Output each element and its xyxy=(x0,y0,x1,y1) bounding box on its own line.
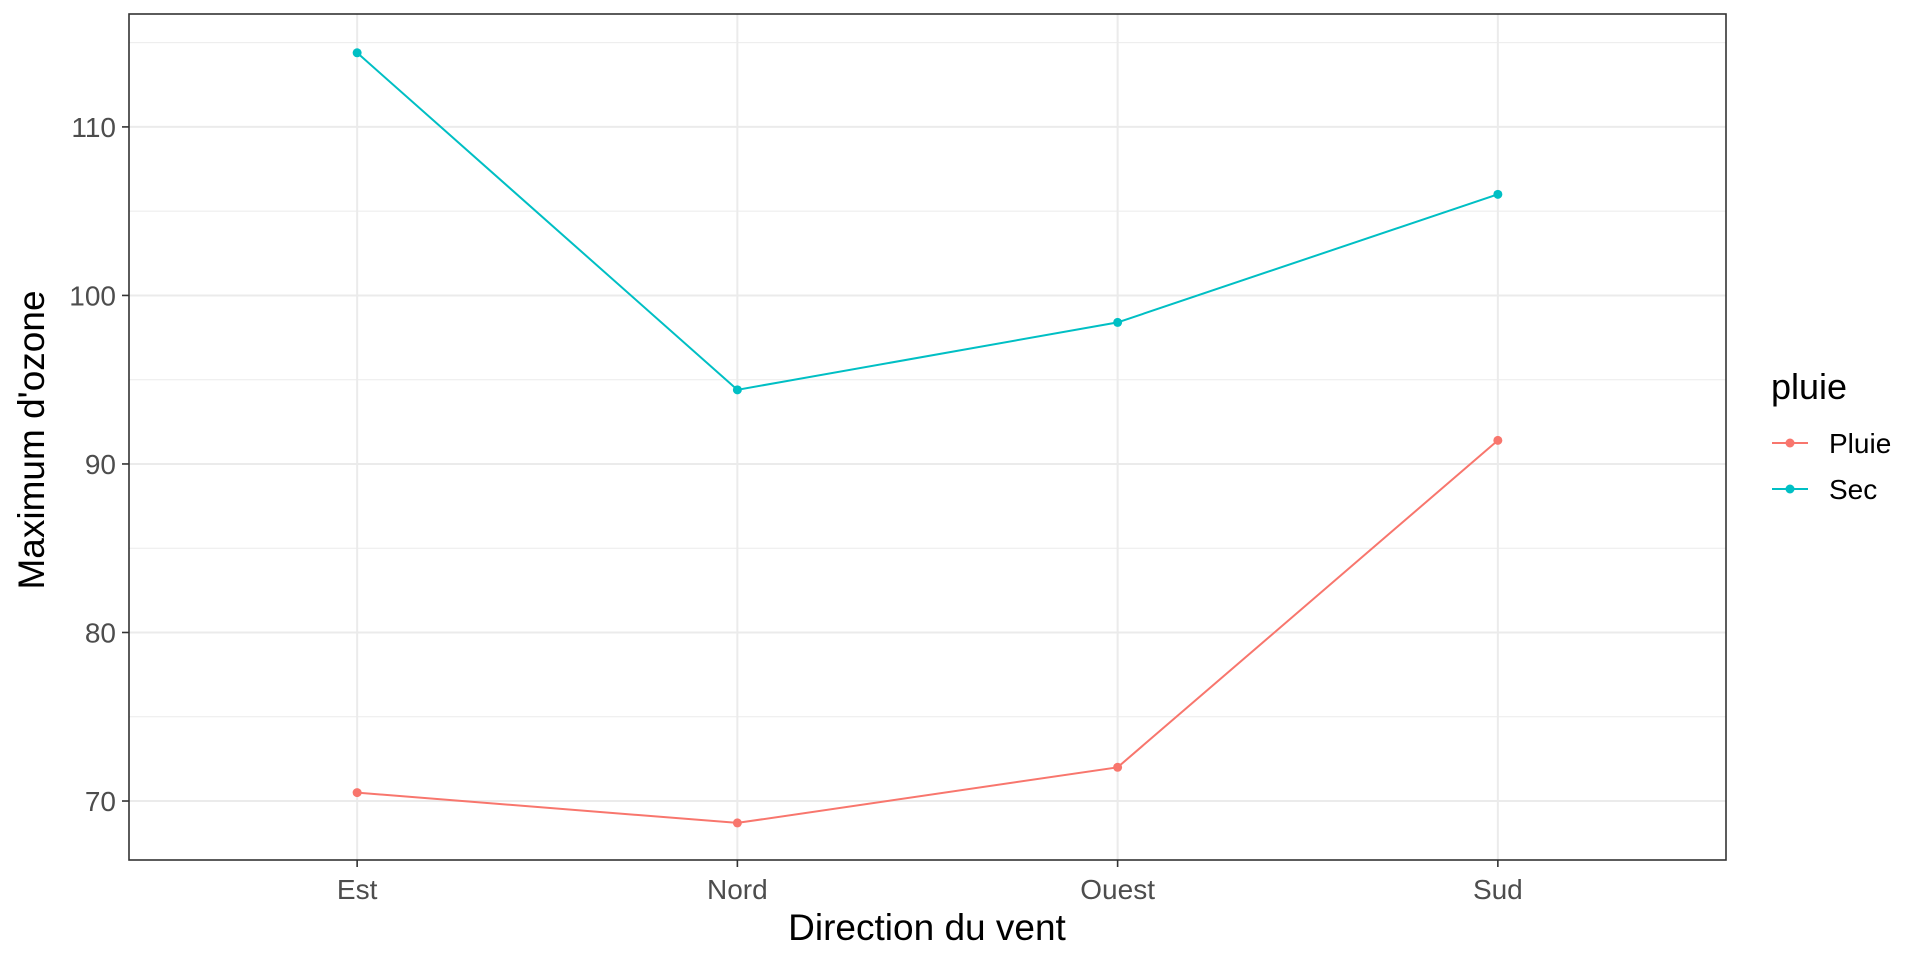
y-tick-label: 110 xyxy=(71,112,116,143)
y-axis-title: Maximum d'ozone xyxy=(11,290,52,589)
data-point-pluie xyxy=(1113,762,1123,772)
legend-item-sec: Sec xyxy=(1772,474,1877,505)
y-tick-label: 80 xyxy=(85,617,116,648)
legend-title: pluie xyxy=(1771,366,1847,407)
data-point-pluie xyxy=(732,818,742,828)
legend-key-point xyxy=(1785,438,1795,448)
x-tick-label: Est xyxy=(337,874,378,905)
series-layer xyxy=(352,48,1503,828)
legend-key-point xyxy=(1785,484,1795,494)
legend-label: Sec xyxy=(1829,474,1877,505)
legend-items: Pluie Sec xyxy=(1772,428,1891,505)
x-tick-label: Nord xyxy=(707,874,768,905)
series-line-sec xyxy=(356,52,1499,391)
legend-label: Pluie xyxy=(1829,428,1891,459)
data-point-sec xyxy=(1113,317,1123,327)
x-tick-label: Sud xyxy=(1473,874,1523,905)
panel-border xyxy=(128,13,1727,861)
data-point-pluie xyxy=(352,788,362,798)
y-axis: 70 80 90 100 110 xyxy=(69,112,129,817)
data-point-sec xyxy=(352,48,362,58)
y-tick-label: 100 xyxy=(69,280,116,311)
x-axis-title: Direction du vent xyxy=(788,907,1066,948)
legend-item-pluie: Pluie xyxy=(1772,428,1891,459)
data-point-sec xyxy=(1493,189,1503,199)
y-tick-label: 70 xyxy=(85,786,116,817)
series-line-pluie xyxy=(357,439,1499,824)
y-tick-label: 90 xyxy=(85,449,116,480)
legend: pluie Pluie Sec xyxy=(1771,366,1891,505)
x-tick-label: Ouest xyxy=(1080,874,1155,905)
x-axis: Est Nord Ouest Sud xyxy=(337,860,1523,905)
data-point-sec xyxy=(732,385,742,395)
data-point-pluie xyxy=(1493,435,1503,445)
